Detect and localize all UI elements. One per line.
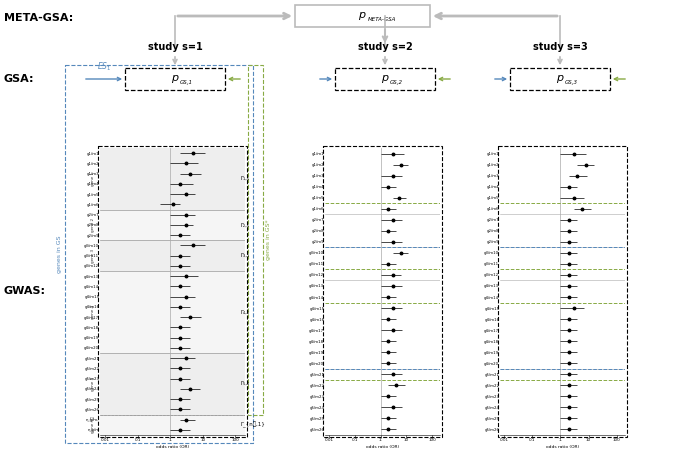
Text: $ES_1$: $ES_1$: [97, 61, 111, 73]
Text: Γ_{nᵲ,1}: Γ_{nᵲ,1}: [241, 422, 265, 428]
Text: genes in GS: genes in GS: [57, 235, 62, 273]
Text: $p$: $p$: [381, 73, 389, 85]
Bar: [100, 414, 245, 435]
Text: gene nᵲ: gene nᵲ: [91, 416, 95, 433]
Bar: [100, 209, 245, 240]
Text: genes in GS*: genes in GS*: [266, 219, 271, 260]
X-axis label: odds ratio (OR): odds ratio (OR): [366, 444, 399, 449]
Text: $p$: $p$: [358, 10, 367, 22]
Text: study s=1: study s=1: [148, 42, 202, 52]
Text: META-GSA:: META-GSA:: [4, 13, 73, 23]
Text: META-GSA: META-GSA: [368, 17, 396, 22]
Text: GS,3: GS,3: [565, 80, 578, 85]
Text: gene 5: gene 5: [91, 377, 95, 391]
Bar: [335, 68, 435, 90]
Text: gene 1: gene 1: [91, 172, 95, 186]
Bar: [125, 68, 225, 90]
Text: Γ₂,₁: Γ₂,₁: [241, 222, 250, 227]
Bar: [100, 271, 245, 353]
Text: gene 3: gene 3: [91, 249, 95, 263]
Text: study s=3: study s=3: [533, 42, 587, 52]
Text: GS,1: GS,1: [180, 80, 193, 85]
Text: $p$: $p$: [171, 73, 179, 85]
Text: GS,2: GS,2: [390, 80, 403, 85]
Bar: [98, 146, 247, 437]
X-axis label: odds ratio (OR): odds ratio (OR): [546, 444, 579, 449]
Bar: [510, 68, 610, 90]
Bar: [248, 65, 263, 414]
Text: Γ₁,₁: Γ₁,₁: [241, 176, 250, 181]
Text: Γ₄,₁: Γ₄,₁: [241, 309, 250, 314]
Bar: [100, 240, 245, 271]
Bar: [323, 146, 442, 437]
Text: study s=2: study s=2: [358, 42, 413, 52]
Bar: [498, 146, 627, 437]
Text: gene 2: gene 2: [91, 218, 95, 232]
Bar: [100, 353, 245, 414]
Text: GWAS:: GWAS:: [4, 287, 46, 296]
Text: gene 4: gene 4: [91, 305, 95, 319]
Text: Γ₃,₁: Γ₃,₁: [241, 253, 250, 258]
Text: GSA:: GSA:: [4, 74, 35, 84]
Bar: [295, 5, 430, 27]
Bar: [65, 65, 253, 443]
Bar: [100, 148, 245, 209]
Text: Γ₅,₁: Γ₅,₁: [241, 381, 250, 386]
X-axis label: odds ratio (OR): odds ratio (OR): [156, 444, 189, 449]
Text: $p$: $p$: [556, 73, 565, 85]
